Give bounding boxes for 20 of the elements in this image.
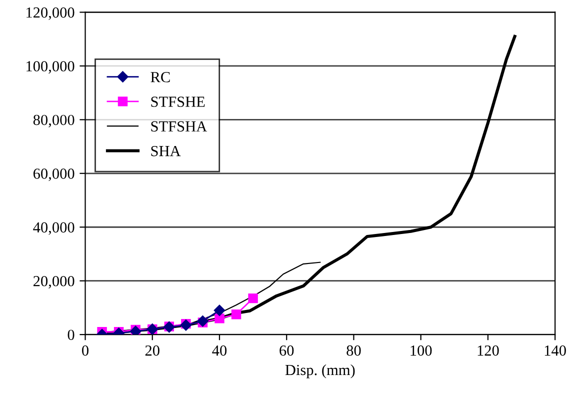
y-tick-label: 40,000: [33, 222, 74, 235]
x-tick-label: 60: [280, 345, 294, 356]
x-tick-label: 140: [544, 345, 566, 356]
y-tick-label: 100,000: [26, 61, 74, 74]
legend-label: STFSHE: [151, 96, 205, 107]
legend-label: STFSHA: [151, 121, 208, 132]
x-tick-label: 40: [212, 345, 227, 356]
x-tick-label: 80: [346, 345, 361, 356]
y-tick-label: 80,000: [33, 114, 74, 128]
legend-label: RC: [150, 72, 170, 82]
y-tick-label: 120,000: [26, 7, 74, 20]
x-tick-label: 120: [478, 345, 499, 356]
y-tick-label: 60,000: [33, 168, 74, 182]
x-tick-label: 100: [410, 345, 432, 356]
x-tick-label: 20: [145, 345, 160, 356]
y-tick-label: 20,000: [34, 276, 74, 288]
y-tick-label: 0: [68, 330, 74, 340]
x-axis-title: Disp. (mm): [285, 364, 355, 378]
x-tick-label: 0: [82, 345, 88, 356]
legend-label: SHA: [151, 146, 181, 156]
